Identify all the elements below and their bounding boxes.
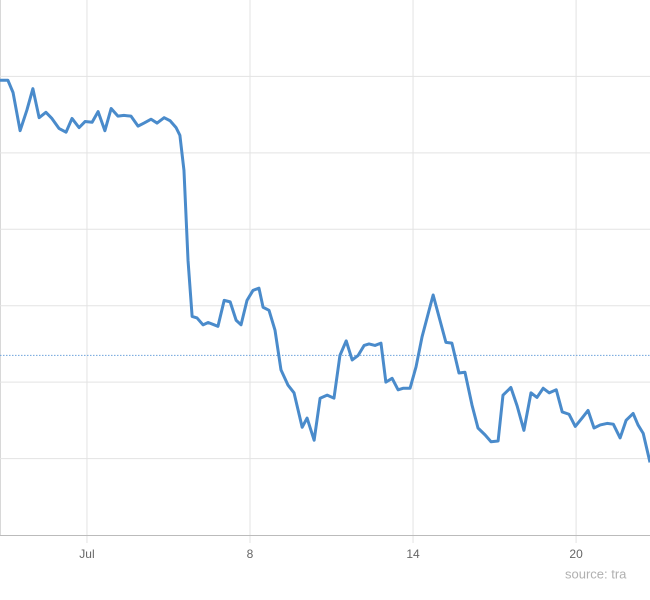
plot-area	[0, 0, 650, 535]
x-tick-label: 14	[406, 547, 420, 561]
x-tick-label: Jul	[79, 547, 94, 561]
x-tick-label: 8	[247, 547, 254, 561]
x-tick-label: 20	[569, 547, 583, 561]
source-label: source: tra	[565, 566, 627, 581]
line-series	[0, 78, 650, 463]
